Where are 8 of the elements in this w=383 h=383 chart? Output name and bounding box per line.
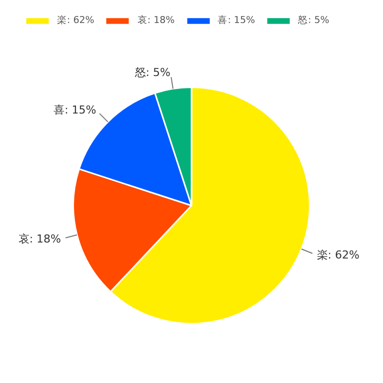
slice-label: 怒: 5%	[134, 66, 170, 79]
legend-label: 哀: 18%	[137, 14, 175, 27]
slice-label: 哀: 18%	[18, 232, 61, 246]
slice-label: 喜: 15%	[54, 104, 96, 117]
legend-label: 怒: 5%	[298, 14, 330, 27]
legend-label: 楽: 62%	[57, 14, 94, 27]
slice-label: 楽: 62%	[316, 248, 360, 262]
legend-label: 喜: 15%	[218, 14, 256, 27]
